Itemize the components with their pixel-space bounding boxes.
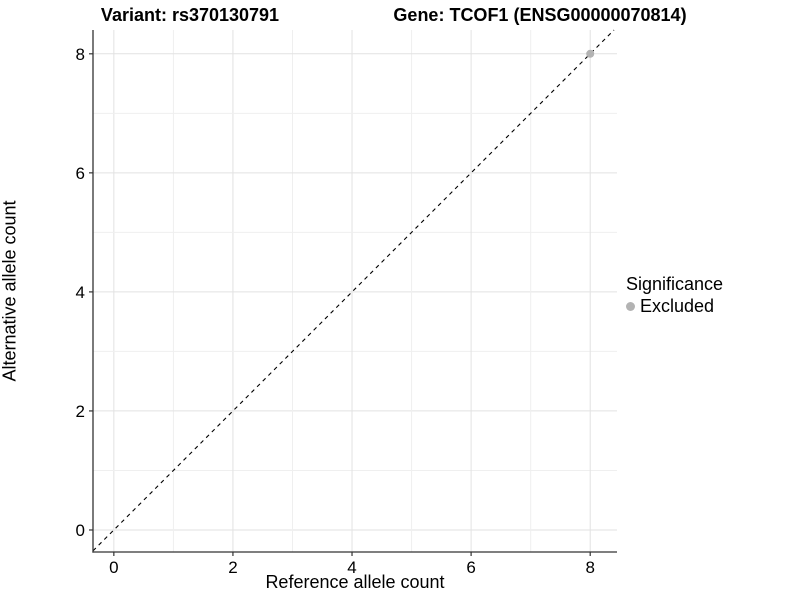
variant-title: Variant: rs370130791 — [100, 5, 280, 25]
data-point — [586, 49, 595, 58]
legend-entries: Excluded — [626, 296, 723, 317]
y-tick-label: 2 — [76, 402, 85, 421]
x-tick-label: 8 — [585, 558, 594, 577]
y-tick-label: 4 — [76, 283, 85, 302]
legend-title: Significance — [626, 274, 724, 294]
y-tick-label: 6 — [76, 164, 85, 183]
x-tick-label: 0 — [109, 558, 118, 577]
x-tick-label: 6 — [466, 558, 475, 577]
x-tick-label: 4 — [347, 558, 356, 577]
x-tick-label: 2 — [228, 558, 237, 577]
gene-title: Gene: TCOF1 (ENSG00000070814) — [393, 5, 687, 25]
identity-line — [92, 29, 615, 552]
y-tick-label: 8 — [76, 45, 85, 64]
legend-entry: Excluded — [626, 296, 723, 317]
y-tick-label: 0 — [76, 521, 85, 540]
legend-point-icon — [626, 302, 635, 311]
legend: Significance Excluded — [626, 274, 723, 317]
y-axis-title: Alternative allele count — [0, 200, 20, 382]
x-axis-title: Reference allele count — [265, 572, 445, 592]
legend-entry-label: Excluded — [640, 296, 715, 316]
